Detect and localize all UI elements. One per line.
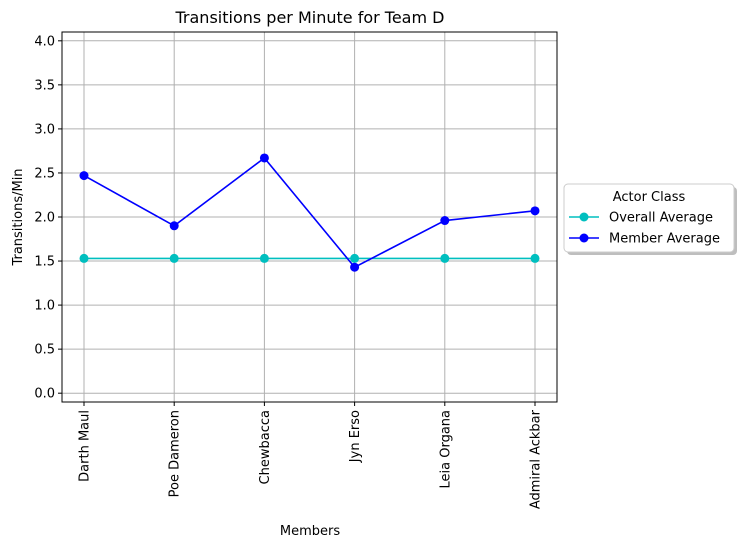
y-tick-label: 2.0 [34, 211, 55, 226]
legend: Actor Class Overall Average Member Averag… [563, 183, 737, 255]
x-tick-label: Jyn Erso [348, 410, 363, 463]
data-point [350, 262, 360, 272]
data-point [79, 253, 89, 263]
y-tick-label: 1.5 [34, 255, 55, 270]
data-point [530, 206, 540, 216]
legend-marker [579, 233, 589, 243]
legend-entries: Overall Average Member Average [569, 211, 720, 247]
data-point [169, 253, 179, 263]
y-axis-label: Transitions/Min [11, 168, 26, 266]
data-point [440, 216, 450, 226]
data-point [259, 253, 269, 263]
x-tick-label: Chewbacca [258, 410, 273, 484]
x-axis-label: Members [280, 524, 340, 539]
x-tick-label: Poe Dameron [168, 410, 183, 497]
x-axis-ticks: Darth Maul Poe Dameron Chewbacca Jyn Erso Le… [78, 402, 544, 509]
data-point [350, 253, 360, 263]
data-point [440, 253, 450, 263]
data-point [259, 153, 269, 163]
x-tick-label: Darth Maul [78, 410, 93, 482]
data-point [530, 253, 540, 263]
y-axis-ticks: 0.0 0.5 1.0 1.5 2.0 2.5 3.0 3.5 4.0 [34, 34, 62, 402]
series-line [83, 156, 536, 269]
legend-marker [579, 212, 589, 222]
legend-title: Actor Class [613, 190, 686, 205]
y-tick-label: 3.5 [34, 78, 55, 93]
data-point [79, 171, 89, 181]
y-tick-label: 0.5 [34, 343, 55, 358]
x-tick-label: Admiral Ackbar [529, 409, 544, 509]
x-tick-label: Leia Organa [438, 410, 453, 489]
y-tick-label: 3.0 [34, 122, 55, 137]
y-tick-label: 4.0 [34, 34, 55, 49]
chart-title: Transitions per Minute for Team D [175, 8, 445, 27]
y-tick-label: 0.0 [34, 387, 55, 402]
data-point [169, 221, 179, 231]
y-tick-label: 1.0 [34, 299, 55, 314]
y-tick-label: 2.5 [34, 166, 55, 181]
legend-box [563, 183, 735, 253]
legend-label: Member Average [609, 232, 720, 247]
legend-label: Overall Average [609, 211, 713, 226]
series-layer [79, 153, 540, 272]
